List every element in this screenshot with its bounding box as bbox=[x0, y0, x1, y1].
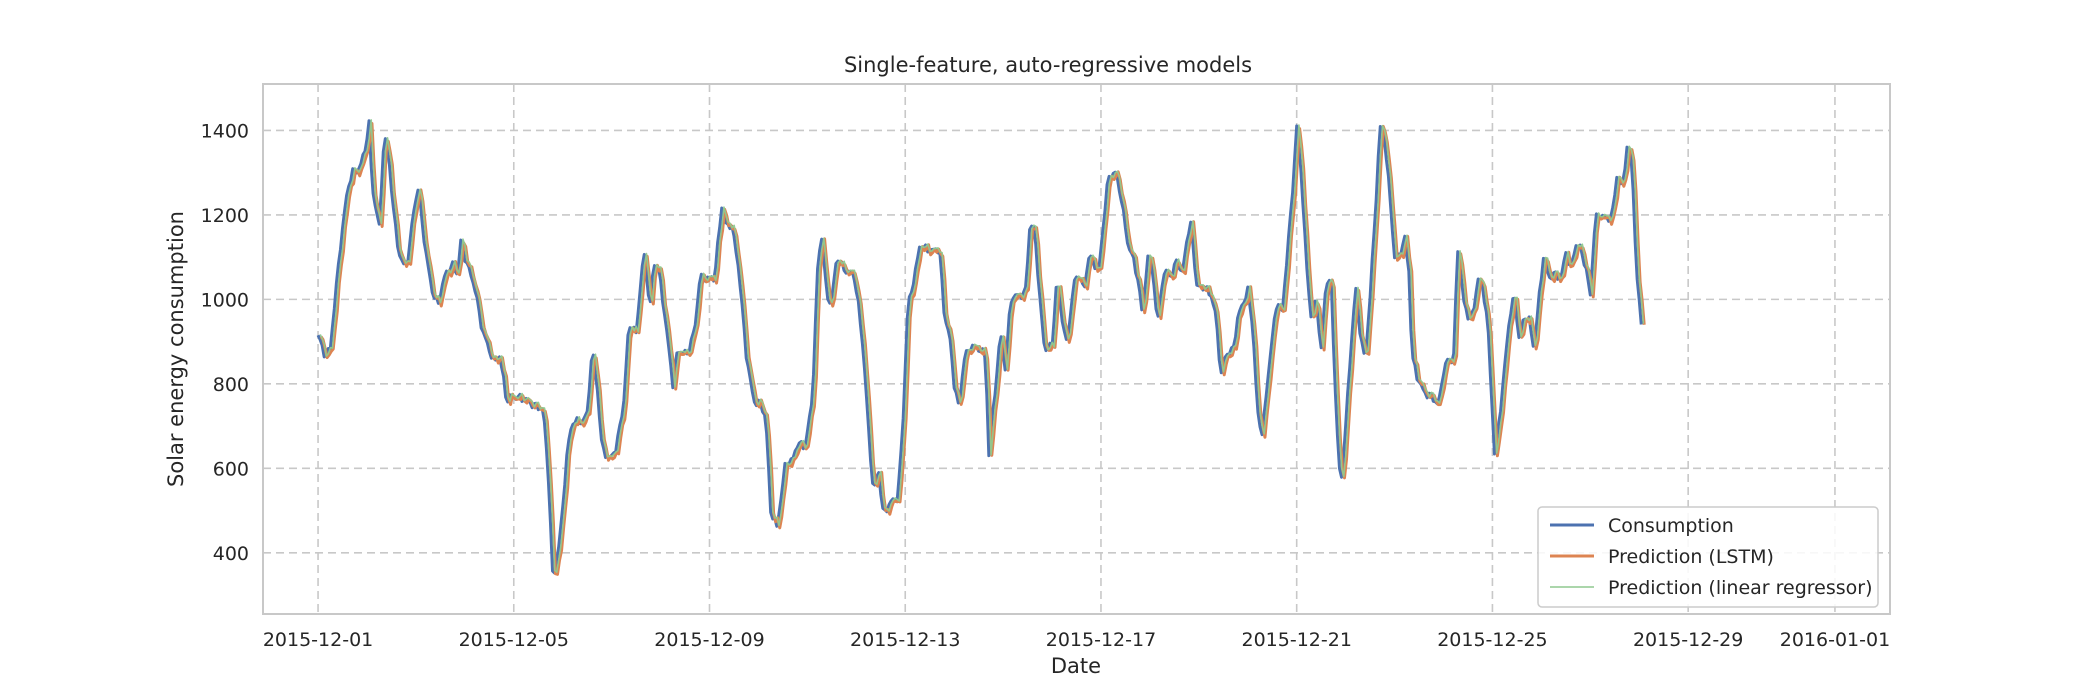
legend-items: Consumption Prediction (LSTM) Prediction (… bbox=[1550, 515, 1873, 599]
legend-label: Prediction (linear regressor) bbox=[1608, 577, 1873, 599]
legend-frame bbox=[1537, 506, 1879, 608]
x-tick-label: 2015-12-01 bbox=[263, 629, 373, 651]
plot-frame bbox=[262, 83, 1891, 615]
legend: Consumption Prediction (LSTM) Prediction (… bbox=[1537, 506, 1879, 608]
chart-title: Single-feature, auto-regressive models bbox=[844, 53, 1252, 77]
x-tick-label: 2015-12-25 bbox=[1437, 629, 1547, 651]
x-tick-label: 2016-01-01 bbox=[1780, 629, 1890, 651]
x-axis-ticks: 2015-12-01 2015-12-05 2015-12-09 2015-12-13… bbox=[263, 629, 1890, 651]
x-axis-label: Date bbox=[1051, 654, 1101, 678]
x-tick-label: 2015-12-09 bbox=[654, 629, 764, 651]
legend-label: Consumption bbox=[1608, 515, 1734, 537]
y-tick-label: 400 bbox=[213, 543, 249, 565]
x-tick-label: 2015-12-13 bbox=[850, 629, 960, 651]
series-group bbox=[316, 119, 1646, 576]
x-tick-label: 2015-12-05 bbox=[459, 629, 569, 651]
x-tick-label: 2015-12-29 bbox=[1633, 629, 1743, 651]
series-line-linear-regressor bbox=[319, 119, 1645, 573]
x-tick-label: 2015-12-21 bbox=[1241, 629, 1351, 651]
legend-label: Prediction (LSTM) bbox=[1608, 546, 1774, 568]
y-tick-label: 1200 bbox=[201, 205, 249, 227]
y-axis-label: Solar energy consumption bbox=[164, 211, 188, 487]
y-tick-label: 1000 bbox=[201, 289, 249, 311]
y-tick-label: 1400 bbox=[201, 120, 249, 142]
y-axis-ticks: 400 600 800 1000 1200 1400 bbox=[201, 120, 249, 564]
y-tick-label: 600 bbox=[213, 458, 249, 480]
x-tick-label: 2015-12-17 bbox=[1046, 629, 1156, 651]
y-tick-label: 800 bbox=[213, 374, 249, 396]
